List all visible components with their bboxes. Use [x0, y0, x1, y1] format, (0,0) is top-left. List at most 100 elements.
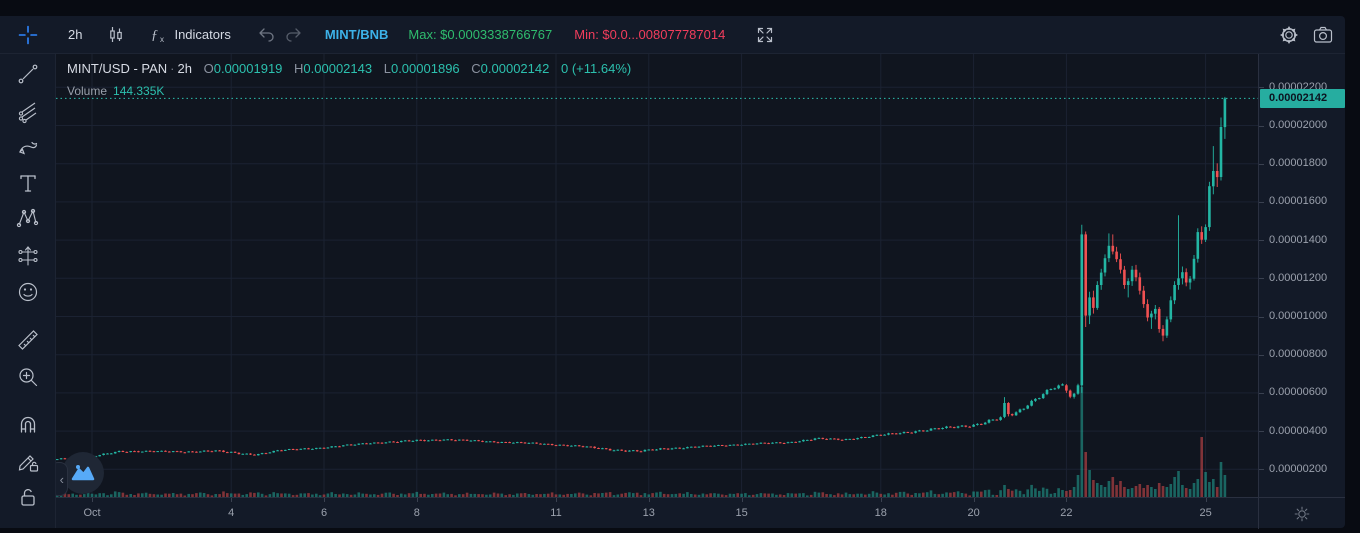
time-axis-label: 11 [550, 507, 562, 519]
measure-tool[interactable] [15, 327, 41, 353]
price-axis-tick [1259, 431, 1264, 433]
time-axis-tick [416, 498, 418, 502]
xabcd-pattern-tool[interactable] [15, 206, 41, 232]
price-axis-label: 0.00000200 [1269, 462, 1328, 475]
interval-button[interactable]: 2h [68, 27, 82, 42]
gear-icon [1279, 25, 1299, 45]
crosshair-icon [18, 25, 38, 44]
indicators-label: Indicators [174, 27, 231, 42]
price-axis-label: 0.00000400 [1269, 424, 1328, 437]
top-toolbar: 2h ƒ x Indicators [0, 16, 1345, 54]
volume-value: 144.335K [113, 84, 165, 98]
zoom-in-icon [19, 368, 38, 387]
time-axis-label: 22 [1060, 507, 1073, 519]
price-axis-label: 0.00001200 [1269, 271, 1328, 284]
change-value: 0 (+11.64%) [560, 61, 632, 76]
open-prefix: O [203, 61, 214, 76]
time-axis-tick [231, 498, 233, 502]
time-axis-label: 4 [228, 507, 235, 519]
smiley-icon [18, 282, 38, 302]
price-axis-label: 0.00001600 [1269, 195, 1328, 208]
fullscreen-button[interactable] [755, 25, 775, 45]
chart-legend: MINT/USD - PAN · 2h O0.00001919 H0.0000214… [67, 62, 631, 97]
price-axis-tick [1259, 163, 1264, 165]
emoji-tool[interactable] [15, 279, 41, 305]
drawing-tools-rail [0, 54, 56, 528]
price-axis-tick [1259, 316, 1264, 318]
volume-layer [56, 387, 1227, 497]
time-axis-tick [973, 498, 975, 502]
trend-line-tool[interactable] [15, 61, 41, 87]
grid-layer [56, 54, 1258, 497]
price-axis-label: 0.00000800 [1269, 348, 1328, 361]
close-prefix: C [471, 61, 481, 76]
undo-button[interactable] [255, 25, 275, 45]
high-value: 0.00002143 [303, 61, 373, 76]
axis-settings-corner[interactable] [1258, 498, 1345, 529]
time-axis-label: 25 [1199, 507, 1212, 519]
legend-interval: 2h [177, 61, 192, 76]
pancake-chart-logo-icon [71, 465, 95, 481]
redo-icon [286, 27, 301, 42]
price-axis-tick [1259, 392, 1264, 394]
screenshot-button[interactable] [1311, 23, 1335, 47]
pair-link[interactable]: MINT/BNB [324, 27, 389, 42]
price-axis-label: 0.00001800 [1269, 157, 1328, 170]
fib-tool[interactable] [15, 99, 41, 125]
candles-layer [56, 96, 1227, 461]
svg-text:x: x [160, 35, 164, 44]
unlocked-padlock-icon [21, 489, 35, 506]
price-axis[interactable]: 0.00002200 0.00002000 0.00001800 0.00001600… [1258, 54, 1345, 497]
legend-volume-row: Volume 144.335K [67, 85, 631, 97]
low-prefix: L [383, 61, 391, 76]
time-axis-tick [1066, 498, 1068, 502]
price-axis-tick [1259, 201, 1264, 203]
chart-style-button[interactable] [106, 25, 126, 45]
time-axis-tick [556, 498, 557, 502]
max-price-label: Max: $0.0003338766767 [408, 27, 553, 42]
price-axis-tick [1259, 87, 1264, 89]
lock-all-tool[interactable] [15, 484, 41, 510]
legend-symbol[interactable]: MINT/USD - PAN [67, 61, 168, 76]
drawing-lock-tool[interactable] [15, 448, 41, 474]
legend-ohlc-row: MINT/USD - PAN · 2h O0.00001919 H0.0000214… [67, 62, 631, 75]
candlestick-chart [56, 54, 1258, 497]
candles-style-icon [110, 26, 123, 42]
time-axis-label: 6 [320, 507, 328, 519]
settings-button[interactable] [1277, 23, 1301, 47]
price-axis-tick [1259, 469, 1264, 471]
collapse-rail-tab[interactable]: ‹ [56, 462, 68, 496]
open-value: 0.00001919 [213, 61, 283, 76]
time-axis-label: 15 [735, 507, 748, 519]
time-axis-tick [324, 498, 325, 502]
crosshair-tool-button[interactable] [0, 23, 56, 47]
undo-icon [259, 27, 274, 42]
collapse-chevron: ‹ [59, 471, 64, 487]
fib-retracement-icon [18, 102, 37, 124]
magnet-icon [20, 416, 36, 433]
xabcd-pattern-icon [16, 208, 39, 228]
text-tool[interactable] [15, 170, 41, 196]
indicators-button[interactable]: ƒ x Indicators [148, 25, 230, 45]
forecast-icon [18, 246, 38, 266]
time-axis[interactable]: Oct 4 6 8 11 13 15 18 20 22 25 [56, 497, 1345, 529]
forecast-tool[interactable] [15, 243, 41, 269]
redo-button[interactable] [285, 25, 305, 45]
text-icon [20, 175, 36, 192]
time-axis-tick [741, 498, 743, 502]
magnet-tool[interactable] [15, 412, 41, 438]
chart-pane[interactable]: MINT/USD - PAN · 2h O0.00001919 H0.0000214… [56, 54, 1258, 497]
time-axis-tick [92, 498, 93, 502]
min-price-label: Min: $0.0...008077787014 [574, 27, 726, 42]
fullscreen-icon [758, 27, 773, 42]
zoom-in-tool[interactable] [15, 364, 41, 390]
time-axis-tick [648, 498, 650, 502]
time-axis-tick [880, 498, 882, 502]
close-value: 0.00002142 [480, 61, 550, 76]
brush-tool[interactable] [15, 135, 41, 161]
legend-separator: · [170, 61, 175, 76]
low-value: 0.00001896 [390, 61, 460, 76]
time-axis-label: 13 [642, 507, 655, 519]
chart-card: 2h ƒ x Indicators [0, 16, 1345, 529]
